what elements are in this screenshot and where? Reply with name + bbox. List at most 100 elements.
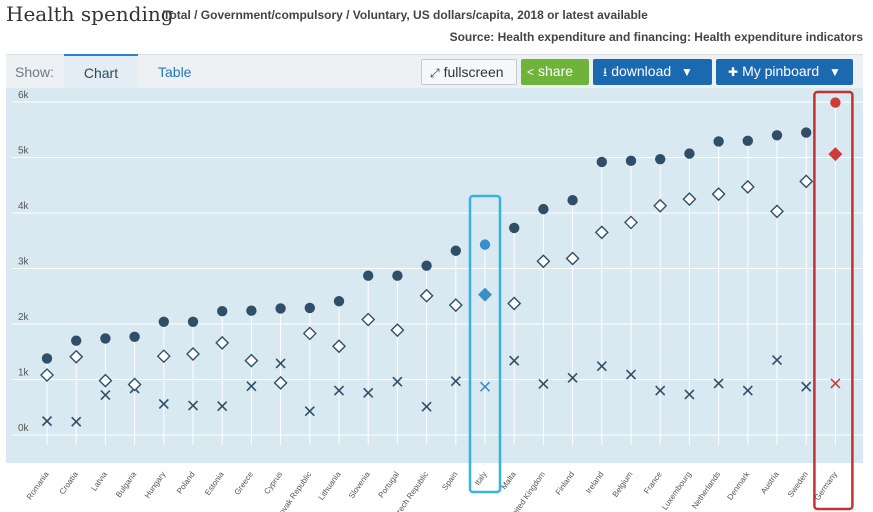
source-note: Source: Health expenditure and financing…	[449, 30, 863, 44]
voluntary-point	[567, 372, 578, 383]
fullscreen-label: fullscreen	[443, 64, 504, 80]
total-point	[684, 148, 695, 159]
download-button[interactable]: ⭳ download ▼	[593, 59, 712, 85]
total-point	[392, 270, 403, 281]
x-tick-label: Slovenia	[347, 470, 372, 501]
government-point	[624, 215, 638, 230]
voluntary-point	[830, 378, 841, 389]
total-point	[187, 316, 199, 327]
x-tick-label: Sweden	[786, 470, 810, 499]
total-point	[71, 335, 82, 346]
y-tick-label: 0k	[18, 423, 30, 434]
page-title: Health spending	[6, 2, 174, 26]
voluntary-point	[41, 416, 53, 427]
voluntary-point	[304, 406, 315, 417]
government-point	[361, 312, 376, 327]
germany-highlight-box	[813, 90, 854, 511]
voluntary-point	[392, 376, 403, 387]
voluntary-point	[713, 378, 724, 389]
total-point	[742, 135, 753, 147]
download-icon: ⭳	[603, 65, 608, 79]
x-tick-label: Greece	[233, 470, 256, 497]
x-tick-label: Netherlands	[690, 470, 722, 511]
voluntary-point	[421, 401, 432, 412]
voluntary-point	[479, 381, 491, 392]
total-point	[421, 260, 432, 271]
total-point	[333, 296, 345, 307]
voluntary-point	[275, 358, 286, 369]
voluntary-point	[71, 416, 82, 427]
voluntary-point	[684, 389, 695, 400]
x-tick-label: Belgium	[611, 470, 635, 499]
y-tick-label: 4k	[18, 201, 30, 212]
x-tick-label: Cyprus	[262, 470, 284, 496]
pin-icon: ✚	[728, 65, 739, 79]
government-point	[799, 174, 814, 189]
total-point	[596, 156, 607, 168]
government-point	[478, 287, 492, 302]
government-point	[682, 192, 697, 207]
voluntary-point	[538, 378, 549, 390]
x-tick-label: Italy	[473, 470, 489, 487]
government-point	[40, 368, 54, 383]
total-point	[567, 195, 578, 206]
voluntary-point	[450, 376, 461, 387]
x-tick-label: Bulgaria	[114, 470, 139, 500]
chart-subtitle: Total / Government/compulsory / Voluntar…	[163, 8, 648, 22]
government-point	[770, 204, 784, 219]
government-point	[332, 339, 346, 354]
voluntary-point	[742, 385, 753, 396]
total-point	[275, 303, 286, 314]
share-label: share	[538, 63, 574, 79]
show-label: Show:	[15, 64, 54, 80]
government-point	[273, 375, 288, 390]
voluntary-point	[801, 381, 812, 392]
chevron-down-icon: ▼	[829, 65, 841, 79]
chevron-down-icon: ▼	[681, 65, 693, 79]
share-button[interactable]: < share	[521, 59, 589, 85]
x-tick-label: Lithuania	[317, 470, 343, 502]
government-point	[419, 288, 434, 303]
tab-chart[interactable]: Chart	[64, 54, 138, 90]
total-point	[655, 153, 666, 165]
x-tick-label: Denmark	[725, 469, 752, 502]
total-point	[625, 155, 637, 167]
voluntary-point	[187, 400, 199, 411]
total-point	[246, 305, 257, 316]
x-tick-label: Romania	[25, 470, 51, 502]
total-point	[41, 353, 53, 364]
x-tick-label: Portugal	[377, 470, 402, 500]
total-point	[509, 222, 520, 234]
x-tick-label: Luxembourg	[660, 470, 693, 512]
download-label: download	[611, 63, 672, 79]
voluntary-point	[625, 369, 637, 380]
total-point	[801, 127, 812, 138]
pinboard-label: My pinboard	[742, 63, 820, 79]
government-point	[448, 298, 463, 313]
total-point	[450, 245, 461, 256]
x-tick-label: Germany	[813, 470, 839, 502]
voluntary-point	[100, 389, 111, 401]
government-point	[186, 346, 200, 361]
total-point	[129, 331, 140, 342]
voluntary-point	[217, 401, 228, 412]
voluntary-point	[771, 355, 783, 366]
total-point	[217, 306, 228, 317]
chart-plot-area	[6, 88, 863, 463]
toolbar: Show: Chart Table ⤢ fullscreen < share ⭳ do…	[6, 54, 863, 90]
government-point	[536, 254, 551, 269]
y-tick-label: 5k	[18, 146, 30, 157]
tab-table[interactable]: Table	[158, 64, 192, 80]
pinboard-button[interactable]: ✚ My pinboard ▼	[716, 59, 853, 85]
voluntary-point	[596, 361, 607, 372]
x-tick-label: Poland	[175, 470, 197, 496]
x-tick-label: Spain	[440, 470, 459, 492]
total-point	[538, 203, 549, 215]
fullscreen-button[interactable]: ⤢ fullscreen	[421, 59, 517, 85]
total-point	[304, 302, 315, 314]
government-point	[69, 349, 84, 364]
total-point	[771, 130, 783, 141]
total-point	[713, 136, 724, 147]
total-point	[363, 270, 374, 281]
